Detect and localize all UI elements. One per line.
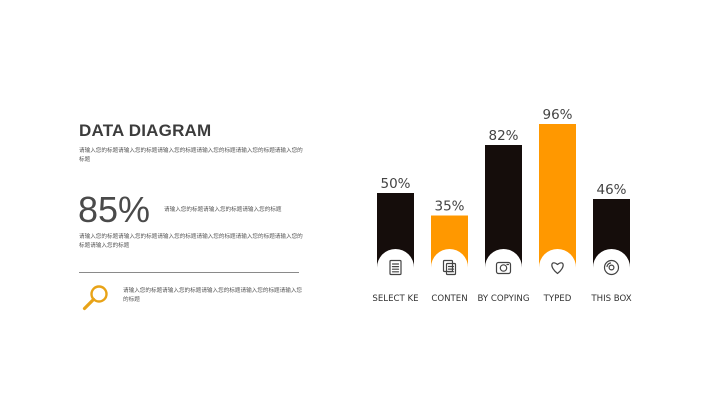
category-label-1: SELECT KE xyxy=(372,294,418,304)
bar-4 xyxy=(539,124,576,268)
copy-icon xyxy=(431,249,468,286)
percent-caption: 请输入您的标题请输入您的标题请输入您的标题 xyxy=(164,207,282,213)
value-label-2: 35% xyxy=(434,199,464,215)
disc-icon xyxy=(593,249,630,286)
value-label-5: 46% xyxy=(596,182,626,198)
camera-icon xyxy=(485,249,522,286)
heart-icon xyxy=(539,249,576,286)
big-percent: 85% xyxy=(78,189,151,230)
value-label-4: 96% xyxy=(542,107,572,123)
category-label-3: BY COPYING xyxy=(477,294,529,304)
magnifier-icon xyxy=(82,285,108,311)
category-label-2: CONTEN xyxy=(431,294,467,304)
magnifier-description: 请输入您的标题请输入您的标题请输入您的标题请输入您的标题请输入您的标题 xyxy=(123,288,303,303)
body-description: 请输入您的标题请输入您的标题请输入您的标题请输入您的标题请输入您的标题请输入您的… xyxy=(79,234,303,249)
bar-3 xyxy=(485,145,522,268)
category-label-4: TYPED xyxy=(543,294,572,304)
category-label-5: THIS BOX xyxy=(590,294,631,304)
value-label-3: 82% xyxy=(488,128,518,144)
title-description: 请输入您的标题请输入您的标题请输入您的标题请输入您的标题请输入您的标题请输入您的… xyxy=(79,148,303,163)
value-label-1: 50% xyxy=(380,176,410,192)
slide-title: DATA DIAGRAM xyxy=(79,121,212,140)
document-icon xyxy=(377,249,414,286)
divider xyxy=(79,272,299,273)
